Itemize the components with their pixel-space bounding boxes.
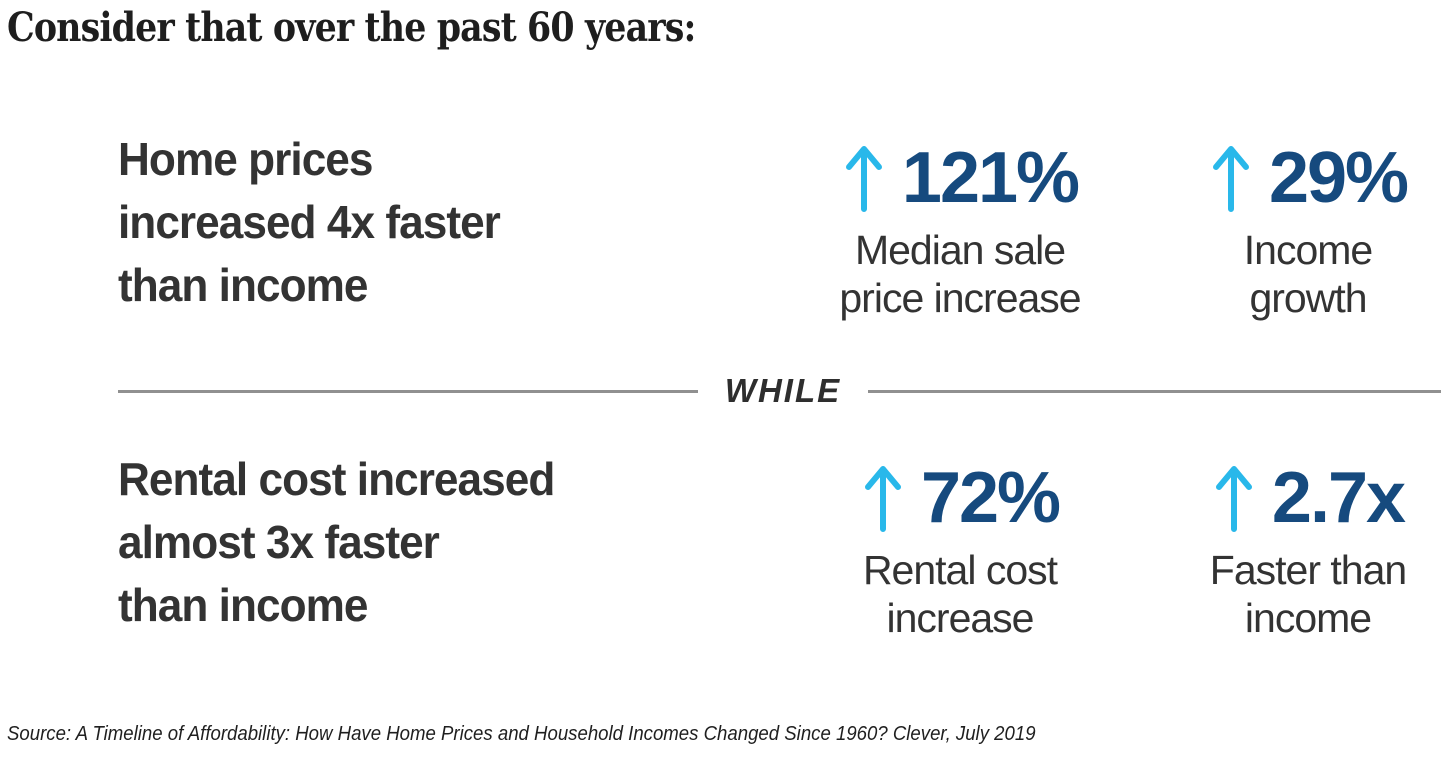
stat-median-sale-price: 121% Median sale price increase [810, 138, 1110, 322]
up-arrow-icon [1212, 146, 1249, 212]
statement-line: Rental cost increased [118, 453, 555, 505]
stat-value: 2.7x [1271, 458, 1406, 538]
statement-line: almost 3x faster [118, 516, 440, 568]
up-arrow-icon [1215, 466, 1252, 532]
statement-line: increased 4x faster [118, 196, 501, 248]
divider-label: WHILE [724, 372, 842, 409]
stat-label: Median sale price increase [839, 227, 1081, 321]
stat-label: Faster than income [1209, 547, 1407, 641]
rental-cost-statement: Rental cost increased almost 3x faster t… [118, 448, 555, 637]
home-prices-statement: Home prices increased 4x faster than inc… [118, 128, 501, 317]
divider-line-left [118, 390, 698, 393]
stat-label: Rental cost increase [862, 547, 1058, 641]
up-arrow-icon [864, 466, 901, 532]
stat-number-row: 72% [810, 458, 1110, 538]
page-title: Consider that over the past 60 years: [7, 4, 696, 51]
divider-line-right [868, 390, 1441, 393]
stat-value: 121% [901, 138, 1080, 218]
up-arrow-icon [845, 146, 882, 212]
statement-line: Home prices [118, 133, 373, 185]
stat-value: 72% [920, 458, 1061, 538]
stat-value: 29% [1268, 138, 1409, 218]
statement-line: than income [118, 579, 368, 631]
stat-number-row: 29% [1166, 138, 1450, 218]
source-citation: Source: A Timeline of Affordability: How… [7, 723, 1036, 745]
statement-line: than income [118, 259, 368, 311]
stat-number-row: 121% [810, 138, 1110, 218]
stat-faster-than-income: 2.7x Faster than income [1166, 458, 1450, 642]
stat-number-row: 2.7x [1166, 458, 1450, 538]
stat-income-growth: 29% Income growth [1166, 138, 1450, 322]
stat-label: Income growth [1243, 227, 1373, 321]
stat-rental-cost-increase: 72% Rental cost increase [810, 458, 1110, 642]
